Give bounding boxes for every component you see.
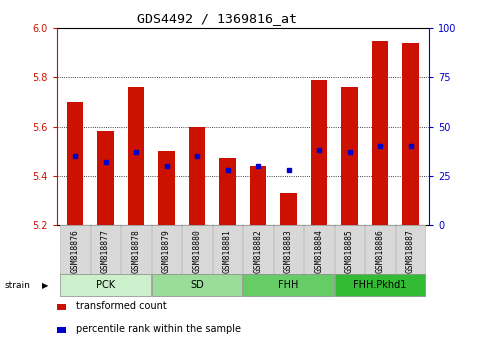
Bar: [219, 159, 236, 225]
Bar: [402, 43, 419, 225]
Text: GSM818886: GSM818886: [376, 229, 385, 273]
Bar: [213, 225, 242, 274]
Text: GSM818885: GSM818885: [345, 229, 354, 273]
Text: FHH: FHH: [279, 280, 299, 290]
Bar: [158, 151, 175, 225]
Text: GSM818880: GSM818880: [193, 229, 202, 273]
Text: percentile rank within the sample: percentile rank within the sample: [76, 324, 242, 334]
Bar: [60, 274, 151, 296]
Text: GSM818877: GSM818877: [101, 229, 110, 273]
Text: GSM818876: GSM818876: [70, 229, 79, 273]
Text: transformed count: transformed count: [76, 301, 167, 311]
Bar: [244, 274, 334, 296]
Text: GSM818881: GSM818881: [223, 229, 232, 273]
Bar: [249, 166, 266, 225]
Text: GSM818882: GSM818882: [253, 229, 263, 273]
Text: SD: SD: [190, 280, 204, 290]
Bar: [91, 225, 120, 274]
Bar: [67, 102, 83, 225]
Bar: [396, 225, 425, 274]
Text: ▶: ▶: [42, 281, 48, 290]
Bar: [335, 225, 364, 274]
Text: GSM818884: GSM818884: [315, 229, 323, 273]
Bar: [335, 274, 425, 296]
Bar: [182, 225, 211, 274]
Bar: [372, 41, 388, 225]
Text: PCK: PCK: [96, 280, 115, 290]
Bar: [189, 127, 206, 225]
Bar: [152, 274, 242, 296]
Text: strain: strain: [5, 281, 31, 290]
Text: FHH.Pkhd1: FHH.Pkhd1: [353, 280, 407, 290]
Bar: [341, 87, 358, 225]
Bar: [152, 225, 181, 274]
Text: GSM818887: GSM818887: [406, 229, 415, 273]
Bar: [60, 225, 90, 274]
Bar: [280, 193, 297, 225]
Bar: [121, 225, 151, 274]
Text: GSM818878: GSM818878: [132, 229, 141, 273]
Bar: [244, 225, 273, 274]
Bar: [274, 225, 303, 274]
Bar: [305, 225, 334, 274]
Bar: [365, 225, 395, 274]
Text: GDS4492 / 1369816_at: GDS4492 / 1369816_at: [137, 12, 297, 25]
Bar: [128, 87, 144, 225]
Text: GSM818879: GSM818879: [162, 229, 171, 273]
Bar: [311, 80, 327, 225]
Text: GSM818883: GSM818883: [284, 229, 293, 273]
Bar: [97, 131, 114, 225]
